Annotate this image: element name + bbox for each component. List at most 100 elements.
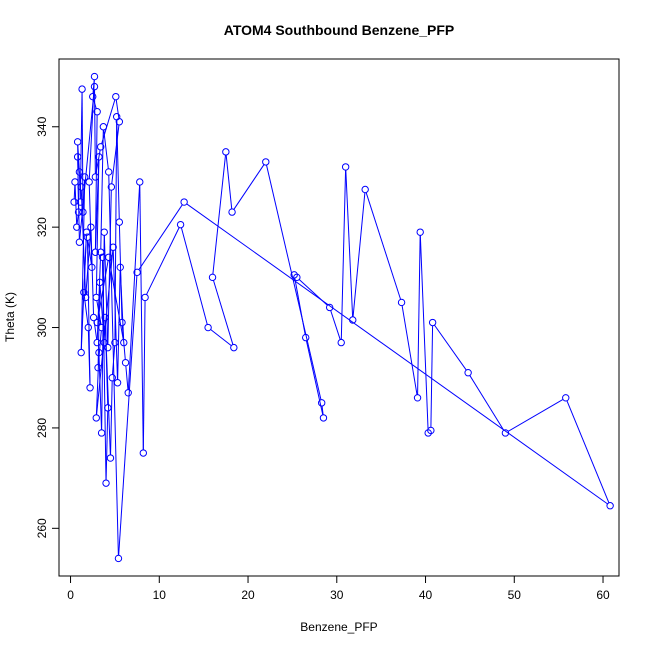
data-point <box>222 148 230 156</box>
data-point <box>73 138 82 146</box>
data-point <box>180 198 188 206</box>
series-segment <box>138 204 183 270</box>
y-tick-label: 340 <box>35 116 49 136</box>
x-tick-label: 40 <box>419 588 433 602</box>
data-point <box>109 243 117 251</box>
series-segment <box>98 355 102 430</box>
data-point <box>95 348 103 357</box>
y-tick-label: 280 <box>35 418 49 438</box>
series-segment <box>469 375 505 431</box>
series-segment <box>76 215 79 225</box>
data-point <box>139 449 148 457</box>
series-segment <box>83 235 87 290</box>
data-point <box>90 82 99 91</box>
data-point <box>413 394 422 402</box>
y-tick-label: 300 <box>35 317 49 337</box>
series-segment <box>104 320 111 455</box>
series-segment <box>77 159 82 184</box>
x-tick-label: 20 <box>241 588 255 602</box>
data-point <box>77 348 85 357</box>
x-tick-label: 60 <box>596 588 610 602</box>
data-point <box>104 168 113 176</box>
data-point <box>319 414 328 422</box>
series-segment <box>294 277 306 335</box>
series-segment <box>233 164 265 210</box>
data-point <box>101 313 109 322</box>
series-segment <box>94 89 96 174</box>
data-point <box>87 223 95 231</box>
y-axis: 260 280 300 320 340 <box>35 116 60 538</box>
data-point <box>97 143 105 151</box>
series-lines <box>73 79 610 556</box>
data-point <box>141 293 149 302</box>
data-point <box>208 273 217 282</box>
series-segment <box>79 89 95 240</box>
series-segment <box>119 270 125 340</box>
y-tick-label: 320 <box>35 217 49 237</box>
series-segment <box>352 192 366 317</box>
data-point <box>111 338 119 347</box>
series-segment <box>127 185 141 390</box>
data-point <box>96 278 104 287</box>
data-point <box>92 293 100 302</box>
data-point <box>562 394 570 402</box>
series-segment <box>434 324 467 371</box>
data-point <box>104 253 113 261</box>
data-point <box>116 263 124 272</box>
data-point <box>93 108 101 116</box>
data-point <box>75 168 84 176</box>
data-point <box>230 343 238 352</box>
series-segment <box>80 190 86 295</box>
series-segment <box>112 250 118 380</box>
data-point <box>89 92 97 101</box>
data-point <box>114 554 123 563</box>
data-point <box>86 384 94 392</box>
data-point <box>176 220 185 229</box>
series-segment <box>566 400 610 503</box>
data-point <box>77 183 85 191</box>
series-segment <box>95 160 100 295</box>
data-point <box>121 358 130 367</box>
series-segment <box>95 355 100 415</box>
series-segment <box>180 227 208 325</box>
data-point <box>107 183 116 191</box>
data-point <box>93 338 101 347</box>
data-point <box>93 318 101 327</box>
series-segment <box>507 398 564 432</box>
series-segment <box>80 180 86 350</box>
series-segment <box>125 365 129 390</box>
series-segment <box>340 170 347 340</box>
data-point <box>81 293 90 302</box>
data-point <box>84 323 92 332</box>
series-segment <box>430 325 434 428</box>
data-point <box>349 316 357 324</box>
data-point <box>76 198 84 206</box>
data-point <box>427 426 435 435</box>
data-point <box>74 208 83 216</box>
data-point <box>85 178 93 186</box>
series-segment <box>110 380 113 455</box>
series-segment <box>210 329 232 347</box>
data-point <box>204 323 212 332</box>
data-point <box>73 223 81 231</box>
x-tick-label: 30 <box>330 588 344 602</box>
series-segment <box>212 280 234 345</box>
series-segment <box>305 340 324 415</box>
series-segment <box>266 164 322 400</box>
series-points <box>70 72 614 563</box>
data-point <box>262 158 270 166</box>
data-point <box>71 178 79 186</box>
series-segment <box>105 411 109 480</box>
data-point <box>89 313 98 322</box>
data-point <box>81 173 89 181</box>
data-point <box>317 399 326 407</box>
series-segment <box>101 99 116 144</box>
data-point <box>104 343 112 352</box>
data-point <box>501 429 510 437</box>
data-point <box>464 369 472 377</box>
data-point <box>80 288 88 297</box>
series-segment <box>330 310 341 340</box>
data-point <box>115 218 124 226</box>
series-segment <box>94 114 98 250</box>
series-segment <box>118 275 138 556</box>
